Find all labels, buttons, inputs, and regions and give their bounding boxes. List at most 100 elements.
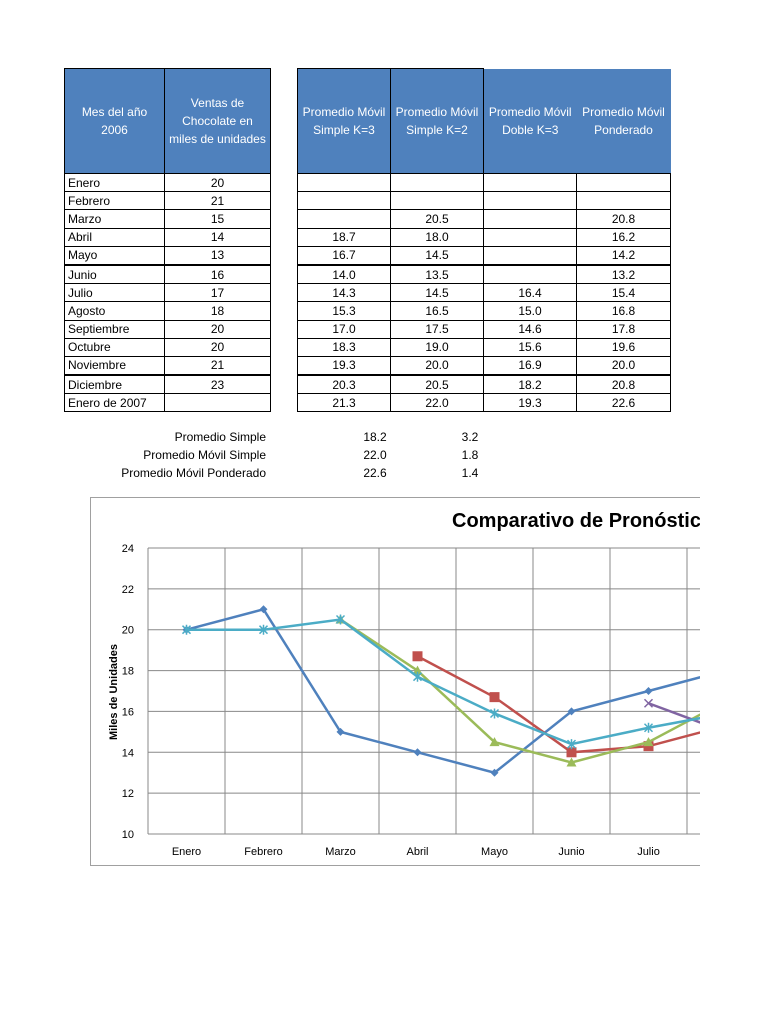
table-row: Octubre 20 (64, 337, 271, 357)
summary-error: 1.4 (461, 466, 479, 480)
header-pmp: Promedio Móvil Ponderado (576, 68, 671, 174)
x-tick-label: Febrero (244, 846, 283, 858)
sales-cell: 20 (164, 337, 271, 357)
forecast-cell: 14.6 (483, 319, 577, 339)
series-2-line (339, 618, 700, 764)
month-cell: Julio (64, 283, 165, 303)
summary-value: 22.0 (363, 448, 387, 462)
forecast-cell: 19.3 (483, 393, 577, 413)
series-0-point (644, 687, 653, 695)
x-tick-label: Abril (406, 846, 428, 858)
forecast-table: Promedio Móvil Simple K=3 Promedio Móvil… (297, 68, 671, 413)
series-3-point (643, 698, 654, 708)
sales-cell: 14 (164, 227, 271, 247)
forecast-cell: 15.6 (483, 337, 577, 357)
header-pms-k3: Promedio Móvil Simple K=3 (297, 68, 391, 174)
sales-cell: 18 (164, 301, 271, 321)
table-row: 20.5 20.8 (297, 209, 671, 229)
table-row: Noviembre 21 (64, 355, 271, 377)
table-row: Agosto 18 (64, 301, 271, 321)
series-0-point (413, 748, 422, 757)
chart-frame (90, 497, 700, 866)
month-cell: Enero (64, 172, 165, 193)
summary-label: Promedio Móvil Ponderado (121, 466, 266, 480)
x-tick-label: Marzo (325, 846, 356, 858)
forecast-cell: 18.0 (390, 227, 484, 247)
summary-error: 3.2 (461, 430, 479, 444)
forecast-cell: 20.8 (576, 374, 671, 395)
sales-cell: 20 (164, 319, 271, 339)
series-1-point (489, 692, 500, 703)
forecast-cell: 17.5 (390, 319, 484, 339)
series-4-line (186, 618, 700, 746)
table-row: 17.0 17.5 14.6 17.8 (297, 319, 671, 339)
table-row: Mayo 13 (64, 245, 271, 266)
forecast-cell: 14.2 (576, 245, 671, 266)
series-4-point (412, 671, 423, 682)
series-4-point (566, 739, 577, 750)
forecast-cell: 19.3 (297, 355, 391, 377)
month-cell: Agosto (64, 301, 165, 321)
y-tick-label: 16 (122, 706, 134, 718)
x-tick-label: Enero (172, 846, 201, 858)
table-row: 14.3 14.5 16.4 15.4 (297, 283, 671, 303)
forecast-cell: 16.7 (297, 245, 391, 266)
series-4-point (258, 624, 269, 635)
series-1-point (412, 651, 423, 662)
y-tick-label: 18 (122, 666, 134, 678)
series-0-point (336, 727, 345, 736)
table-row: 21.3 22.0 19.3 22.6 (297, 393, 671, 413)
series-2-point (643, 737, 654, 747)
forecast-cell: 15.4 (576, 283, 671, 303)
series-3-line (648, 702, 700, 724)
table-row: 18.7 18.0 16.2 (297, 227, 671, 247)
series-1-point (643, 741, 654, 752)
forecast-cell: 17.8 (576, 319, 671, 339)
forecast-cell: 19.6 (576, 337, 671, 357)
series-0-point (490, 768, 499, 777)
forecast-cell: 20.0 (390, 355, 484, 377)
summary-error: 1.8 (461, 448, 479, 462)
x-tick-label: Mayo (481, 846, 508, 858)
forecast-cell: 21.3 (297, 393, 391, 413)
y-tick-label: 10 (122, 829, 134, 841)
month-cell: Enero de 2007 (64, 393, 165, 413)
table-row: Diciembre 23 (64, 374, 271, 395)
x-tick-label: Julio (637, 846, 660, 858)
forecast-cell: 18.7 (297, 227, 391, 247)
series-1-point (566, 747, 577, 758)
month-cell: Marzo (64, 209, 165, 229)
table-row: Abril 14 (64, 227, 271, 247)
table-row: Julio 17 (64, 283, 271, 303)
table-row: Septiembre 20 (64, 319, 271, 339)
y-tick-label: 14 (122, 747, 134, 759)
forecast-cell: 16.2 (576, 227, 671, 247)
table-row (297, 191, 671, 211)
x-tick-label: Junio (558, 846, 584, 858)
summary-value: 22.6 (363, 466, 387, 480)
forecast-line-chart: Comparativo de Pronóstico Miles de Unida… (108, 510, 700, 858)
forecast-cell: 14.3 (297, 283, 391, 303)
forecast-cell: 22.6 (576, 393, 671, 413)
summary-label: Promedio Móvil Simple (143, 448, 266, 462)
summary-label: Promedio Simple (174, 430, 266, 444)
forecast-cell: 15.0 (483, 301, 577, 321)
table-row: Junio 16 (64, 264, 271, 285)
series-2-point (566, 757, 577, 767)
series-0-line (186, 607, 700, 775)
sales-cell: 23 (164, 374, 271, 395)
y-tick-label: 12 (122, 788, 134, 800)
y-tick-label: 20 (122, 625, 134, 637)
series-4-point (643, 722, 654, 733)
series-4-point (335, 614, 346, 625)
series-0-point (567, 707, 576, 716)
sales-table: Mes del año 2006 Ventas de Chocolate en … (64, 68, 271, 413)
y-axis-label: Miles de Unidades (108, 644, 120, 740)
table-row: Marzo 15 (64, 209, 271, 229)
month-cell: Noviembre (64, 355, 165, 377)
table-row: 16.7 14.5 14.2 (297, 245, 671, 266)
forecast-cell: 16.4 (483, 283, 577, 303)
header-sales: Ventas de Chocolate en miles de unidades (164, 68, 271, 174)
table-row: 18.3 19.0 15.6 19.6 (297, 337, 671, 357)
forecast-cell: 19.0 (390, 337, 484, 357)
